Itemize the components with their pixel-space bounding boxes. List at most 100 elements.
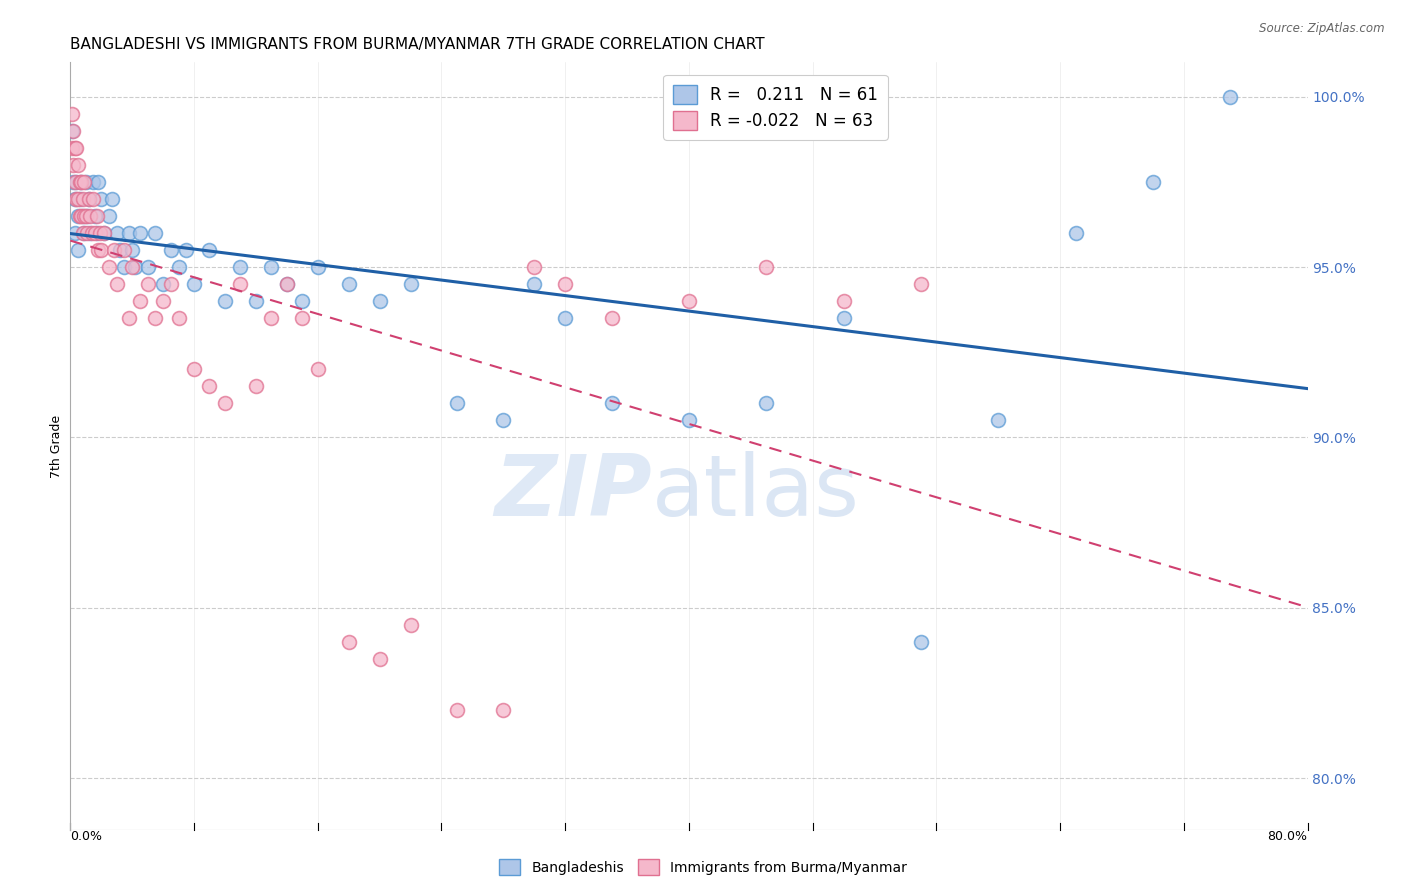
Point	[98, 209, 120, 223]
Point	[307, 260, 329, 274]
Point	[86, 209, 108, 223]
Point	[73, 209, 96, 223]
Point	[152, 294, 174, 309]
Point	[82, 192, 105, 206]
Y-axis label: 7th Grade: 7th Grade	[51, 415, 63, 477]
Point	[832, 294, 855, 309]
Point	[93, 226, 115, 240]
Point	[60, 106, 83, 120]
Point	[72, 226, 94, 240]
Point	[121, 260, 143, 274]
Point	[103, 243, 125, 257]
Point	[63, 192, 86, 206]
Point	[245, 294, 267, 309]
Text: ZIP: ZIP	[494, 450, 652, 533]
Point	[75, 209, 97, 223]
Point	[183, 277, 205, 291]
Point	[160, 243, 183, 257]
Point	[291, 294, 314, 309]
Point	[90, 243, 112, 257]
Point	[678, 294, 700, 309]
Point	[124, 260, 146, 274]
Point	[291, 311, 314, 326]
Point	[523, 260, 546, 274]
Point	[1142, 175, 1164, 189]
Point	[101, 192, 124, 206]
Point	[105, 277, 128, 291]
Point	[89, 226, 111, 240]
Point	[63, 226, 86, 240]
Point	[446, 703, 468, 717]
Point	[337, 635, 360, 649]
Point	[600, 311, 623, 326]
Point	[77, 192, 100, 206]
Point	[79, 209, 101, 223]
Point	[832, 311, 855, 326]
Point	[229, 277, 252, 291]
Point	[73, 226, 96, 240]
Point	[87, 175, 110, 189]
Point	[105, 226, 128, 240]
Point	[307, 362, 329, 376]
Point	[108, 243, 131, 257]
Point	[399, 277, 422, 291]
Point	[260, 260, 283, 274]
Point	[183, 362, 205, 376]
Point	[65, 141, 87, 155]
Point	[523, 277, 546, 291]
Point	[755, 260, 778, 274]
Point	[93, 226, 115, 240]
Point	[129, 226, 152, 240]
Point	[129, 294, 152, 309]
Point	[114, 260, 135, 274]
Text: atlas: atlas	[652, 450, 860, 533]
Point	[76, 209, 98, 223]
Point	[67, 243, 90, 257]
Point	[755, 396, 778, 410]
Point	[86, 226, 108, 240]
Point	[1064, 226, 1087, 240]
Point	[77, 192, 100, 206]
Point	[554, 277, 576, 291]
Text: 0.0%: 0.0%	[70, 830, 103, 843]
Point	[90, 192, 112, 206]
Point	[65, 175, 87, 189]
Point	[73, 175, 96, 189]
Point	[72, 192, 94, 206]
Text: BANGLADESHI VS IMMIGRANTS FROM BURMA/MYANMAR 7TH GRADE CORRELATION CHART: BANGLADESHI VS IMMIGRANTS FROM BURMA/MYA…	[70, 37, 765, 52]
Point	[214, 396, 236, 410]
Point	[70, 175, 93, 189]
Point	[70, 175, 93, 189]
Point	[67, 192, 90, 206]
Point	[337, 277, 360, 291]
Point	[145, 311, 166, 326]
Point	[276, 277, 298, 291]
Point	[198, 243, 221, 257]
Point	[229, 260, 252, 274]
Point	[368, 294, 391, 309]
Point	[492, 703, 515, 717]
Point	[121, 243, 143, 257]
Point	[678, 413, 700, 427]
Point	[84, 226, 107, 240]
Point	[67, 209, 90, 223]
Point	[84, 209, 107, 223]
Point	[63, 141, 86, 155]
Point	[554, 311, 576, 326]
Point	[160, 277, 183, 291]
Point	[75, 175, 97, 189]
Point	[63, 175, 86, 189]
Point	[446, 396, 468, 410]
Point	[82, 175, 105, 189]
Point	[60, 123, 83, 137]
Point	[167, 311, 190, 326]
Point	[167, 260, 190, 274]
Point	[60, 141, 83, 155]
Point	[79, 226, 101, 240]
Point	[276, 277, 298, 291]
Point	[174, 243, 197, 257]
Point	[136, 277, 159, 291]
Point	[69, 192, 91, 206]
Point	[118, 226, 141, 240]
Text: Source: ZipAtlas.com: Source: ZipAtlas.com	[1260, 22, 1385, 36]
